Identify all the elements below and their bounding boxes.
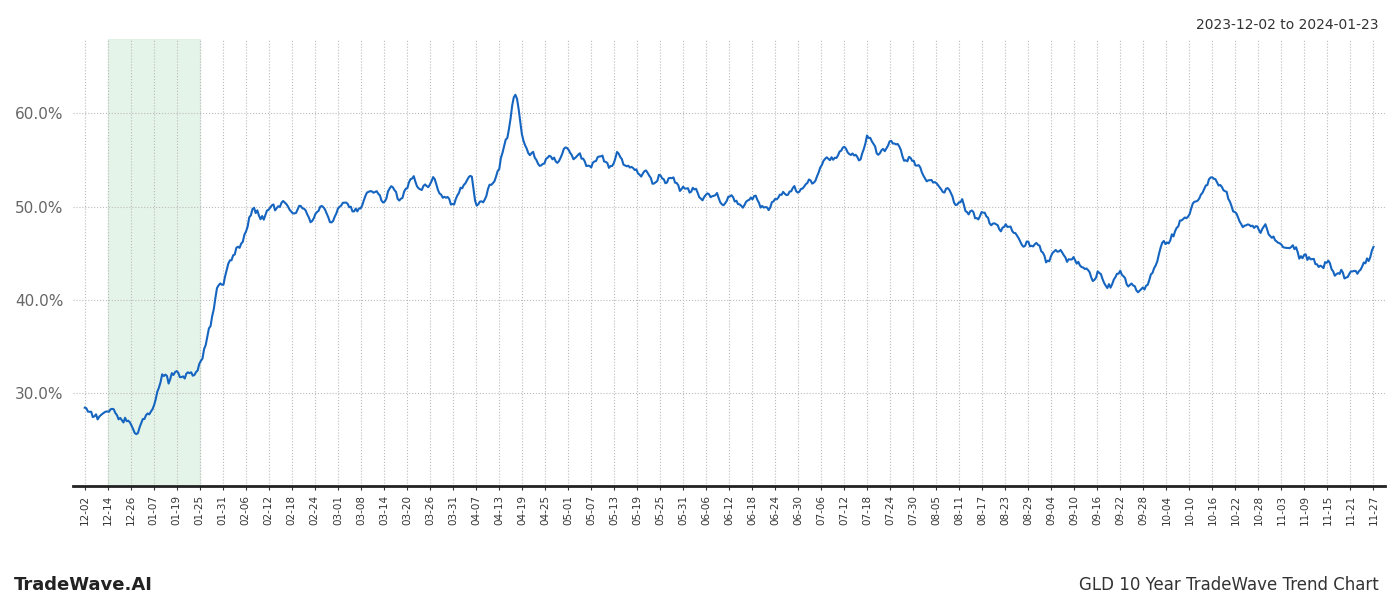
Bar [108,39,200,486]
Text: GLD 10 Year TradeWave Trend Chart: GLD 10 Year TradeWave Trend Chart [1079,576,1379,594]
Text: TradeWave.AI: TradeWave.AI [14,576,153,594]
Text: 2023-12-02 to 2024-01-23: 2023-12-02 to 2024-01-23 [1197,18,1379,32]
